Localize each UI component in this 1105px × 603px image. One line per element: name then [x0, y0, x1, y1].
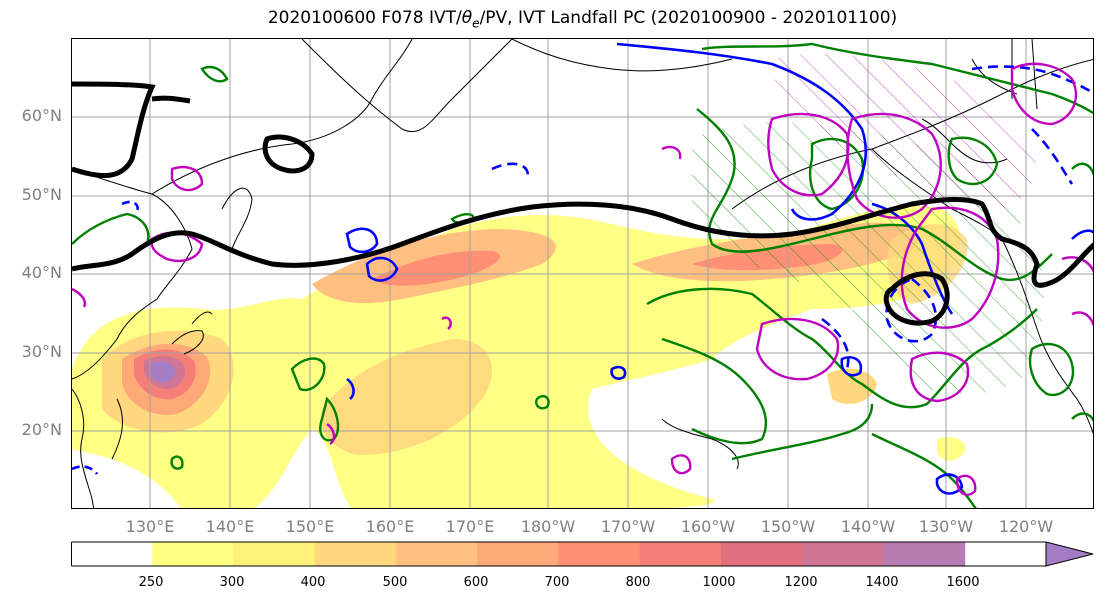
lon-label-130e: 130°E — [110, 517, 190, 536]
colorbar-segment — [884, 542, 966, 566]
lat-label-40n: 40°N — [2, 263, 62, 282]
colorbar-tick: 300 — [207, 575, 257, 590]
colorbar-tick: 1200 — [776, 575, 826, 590]
colorbar-tick: 800 — [613, 575, 663, 590]
ivt-colorbar — [71, 541, 1101, 567]
lon-label-140w: 140°W — [828, 517, 908, 536]
lat-label-30n: 30°N — [2, 342, 62, 361]
colorbar-segment — [477, 542, 559, 566]
colorbar-tick: 1600 — [938, 575, 988, 590]
title-prefix: 2020100600 F078 IVT/ — [268, 8, 462, 28]
lon-label-160e: 160°E — [350, 517, 430, 536]
lon-label-140e: 140°E — [190, 517, 270, 536]
colorbar-segment — [802, 542, 884, 566]
title-suffix: /PV, IVT Landfall PC (2020100900 - 20201… — [480, 8, 898, 28]
lon-label-130w: 130°W — [906, 517, 986, 536]
lat-label-60n: 60°N — [2, 106, 62, 125]
lon-label-120w: 120°W — [986, 517, 1066, 536]
lon-label-160w: 160°W — [668, 517, 748, 536]
lon-label-170e: 170°E — [430, 517, 510, 536]
colorbar-extend-arrow — [1046, 542, 1093, 566]
lon-label-180w: 180°W — [508, 517, 588, 536]
map-canvas — [72, 39, 1094, 509]
title-theta-sub: e — [472, 16, 479, 30]
colorbar-segment — [559, 542, 641, 566]
colorbar-segment — [640, 542, 722, 566]
map-title: 2020100600 F078 IVT/θe/PV, IVT Landfall … — [0, 8, 1105, 30]
colorbar-tick: 600 — [451, 575, 501, 590]
colorbar-segment — [71, 542, 153, 566]
lon-label-150e: 150°E — [270, 517, 350, 536]
colorbar-tick: 400 — [288, 575, 338, 590]
lat-label-50n: 50°N — [2, 185, 62, 204]
map-panel — [71, 38, 1094, 509]
colorbar-tick: 500 — [370, 575, 420, 590]
colorbar-tick: 700 — [532, 575, 582, 590]
colorbar-tick: 250 — [126, 575, 176, 590]
colorbar-segment — [315, 542, 397, 566]
colorbar-tick: 1000 — [694, 575, 744, 590]
lon-label-150w: 150°W — [748, 517, 828, 536]
colorbar-segment — [234, 542, 316, 566]
colorbar-segments — [71, 542, 965, 566]
lat-label-20n: 20°N — [2, 420, 62, 439]
colorbar-segment — [396, 542, 478, 566]
lon-label-170w: 170°W — [588, 517, 668, 536]
colorbar-tick: 1400 — [857, 575, 907, 590]
title-theta: θ — [462, 8, 472, 28]
colorbar-segment — [721, 542, 803, 566]
colorbar-segment — [152, 542, 234, 566]
